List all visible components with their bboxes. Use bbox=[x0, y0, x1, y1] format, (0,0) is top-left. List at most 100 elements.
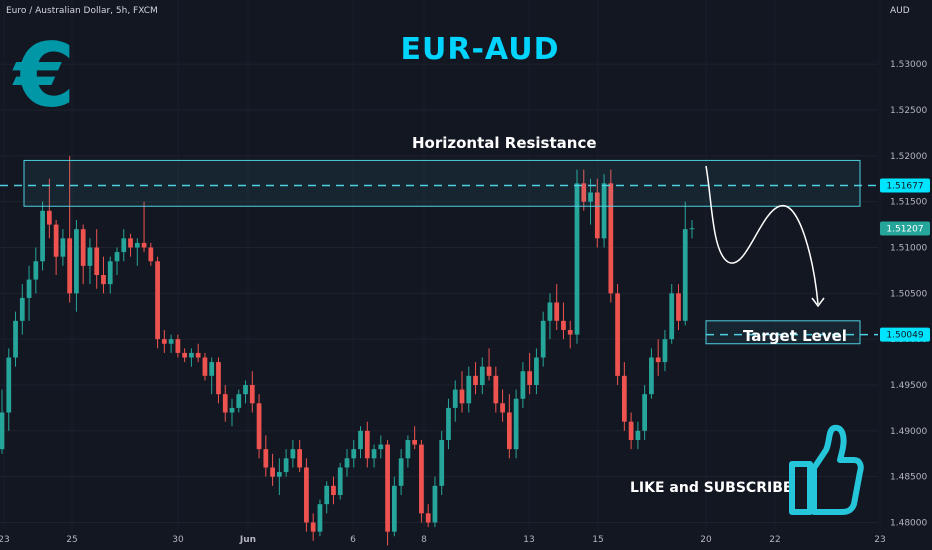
candle-body bbox=[67, 238, 73, 294]
candle-body bbox=[26, 279, 32, 298]
candle-body bbox=[540, 320, 546, 358]
candle-body bbox=[655, 357, 661, 363]
candle-body bbox=[419, 444, 424, 514]
candle-body bbox=[689, 228, 695, 230]
candle-body bbox=[385, 444, 390, 532]
x-tick-label: Jun bbox=[239, 535, 256, 545]
x-tick-label: 30 bbox=[172, 535, 184, 545]
current-price-text: 1.51207 bbox=[886, 225, 923, 235]
candle-body bbox=[466, 375, 472, 404]
candle-body bbox=[662, 339, 668, 363]
candle-body bbox=[290, 449, 296, 459]
price-axis[interactable]: 1.53000 1.52500 1.52000 1.51500 1.51000 1.505… bbox=[880, 60, 930, 529]
candle-body bbox=[621, 375, 627, 422]
y-tick-label: 1.52500 bbox=[890, 106, 927, 116]
candle-body bbox=[19, 297, 25, 321]
candle-body bbox=[283, 458, 289, 473]
candle-body bbox=[175, 339, 181, 353]
candle-body bbox=[297, 449, 303, 468]
candle-body bbox=[128, 238, 133, 248]
candle-body bbox=[310, 522, 316, 532]
x-tick-label: 25 bbox=[66, 535, 77, 545]
candle-body bbox=[324, 485, 330, 505]
y-tick-label: 1.51000 bbox=[890, 244, 927, 254]
candle-body bbox=[243, 385, 248, 395]
x-tick-label: 15 bbox=[592, 535, 603, 545]
time-axis[interactable]: 23 25 30 Jun 6 8 13 15 20 22 23 bbox=[0, 535, 886, 545]
candle-body bbox=[493, 375, 499, 404]
candle-body bbox=[182, 352, 188, 358]
candle-body bbox=[87, 247, 93, 266]
candle-body bbox=[581, 183, 587, 202]
target-label: Target Level bbox=[743, 327, 847, 345]
candle-body bbox=[574, 183, 580, 335]
candle-body bbox=[378, 444, 384, 450]
candle-body bbox=[121, 238, 127, 253]
candle-body bbox=[628, 421, 634, 440]
candle-body bbox=[534, 357, 539, 385]
candle-body bbox=[513, 398, 519, 450]
candle-body bbox=[331, 485, 336, 495]
candle-body bbox=[676, 293, 681, 321]
candle-body bbox=[669, 293, 675, 340]
candle-body bbox=[412, 440, 418, 445]
candle-body bbox=[554, 302, 560, 321]
x-tick-label: 23 bbox=[874, 535, 885, 545]
candle-body bbox=[80, 229, 86, 266]
candle-body bbox=[486, 366, 492, 376]
candle-body bbox=[547, 302, 553, 321]
x-tick-label: 6 bbox=[350, 535, 356, 545]
candle-body bbox=[33, 261, 39, 280]
candle-body bbox=[202, 357, 208, 376]
candle-body bbox=[148, 247, 154, 262]
candle-body bbox=[0, 412, 5, 450]
candle-body bbox=[114, 252, 120, 262]
current-price-tag bbox=[880, 221, 930, 236]
like-subscribe-text: LIKE and SUBSCRIBE bbox=[630, 480, 793, 496]
candle-body bbox=[371, 449, 377, 459]
candle-body bbox=[506, 412, 512, 450]
candle-body bbox=[635, 430, 641, 440]
candle-body bbox=[161, 339, 167, 344]
candle-body bbox=[216, 362, 221, 395]
candle-body bbox=[649, 357, 654, 395]
arrow-head bbox=[811, 297, 825, 308]
x-tick-label: 20 bbox=[700, 535, 712, 545]
y-tick-label: 1.49000 bbox=[890, 427, 927, 437]
y-tick-label: 1.50500 bbox=[890, 289, 927, 299]
resistance-price-text: 1.51677 bbox=[886, 181, 923, 191]
target-price-text: 1.50049 bbox=[886, 331, 923, 341]
candle-body bbox=[473, 375, 478, 385]
candle-body bbox=[270, 467, 275, 477]
candle-body bbox=[344, 458, 350, 468]
chart-title: EUR-AUD bbox=[400, 32, 560, 67]
y-tick-label: 1.48000 bbox=[890, 519, 927, 529]
thumbs-up-icon bbox=[789, 424, 864, 515]
euro-icon: € bbox=[14, 24, 76, 127]
candle-body bbox=[364, 430, 370, 459]
x-tick-label: 8 bbox=[421, 535, 427, 545]
candle-body bbox=[520, 371, 526, 399]
candle-body bbox=[527, 371, 533, 385]
candles bbox=[0, 155, 695, 546]
projection-arrow bbox=[705, 165, 819, 305]
candle-body bbox=[601, 183, 607, 239]
y-tick-label: 1.51500 bbox=[890, 198, 927, 208]
candle-body bbox=[6, 357, 12, 413]
candle-body bbox=[74, 229, 79, 294]
candle-body bbox=[561, 320, 566, 330]
candle-body bbox=[317, 504, 323, 532]
candle-body bbox=[222, 394, 228, 413]
candle-body bbox=[588, 192, 593, 202]
candle-body bbox=[642, 394, 648, 431]
candle-body bbox=[60, 238, 66, 257]
candle-body bbox=[256, 403, 262, 450]
y-tick-label: 1.49500 bbox=[890, 381, 927, 391]
candle-body bbox=[40, 210, 45, 262]
candle-body bbox=[53, 224, 59, 257]
x-tick-label: 13 bbox=[523, 535, 534, 545]
candle-body bbox=[594, 192, 600, 239]
candle-body bbox=[168, 339, 174, 344]
y-tick-label: 1.52000 bbox=[890, 152, 927, 162]
